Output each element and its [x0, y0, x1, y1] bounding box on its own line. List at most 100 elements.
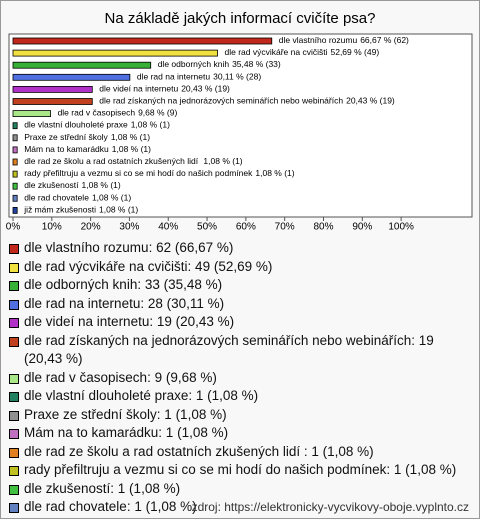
legend-label: dle videí na internetu: 19 (20,43 %) [24, 314, 235, 329]
bar-category: Mám na to kamarádku [24, 144, 109, 154]
legend-item: Mám na to kamarádku: 1 (1,08 %) [9, 424, 471, 443]
x-tick-label: 40% [158, 222, 178, 233]
x-tick-label: 30% [119, 222, 139, 233]
bar-value: 20,43 % (19) [181, 84, 230, 94]
bar [12, 37, 273, 45]
bar-value: 1,08 % (1) [92, 193, 131, 203]
source: zdroj: https://elektronicky-vycvikovy-ob… [191, 500, 469, 514]
bar-label: dle videí na internetu 20,43 % (19) [99, 84, 230, 94]
bar [12, 98, 93, 105]
x-tick-label: 100% [388, 222, 414, 233]
legend: dle vlastního rozumu: 62 (66,67 %) dle ra… [9, 239, 471, 519]
legend-swatch [9, 336, 19, 347]
bar-label: dle rad získaných na jednorázových semin… [99, 96, 395, 106]
bar-category: dle rad chovatele [24, 193, 89, 203]
bar-category: dle rad ze školu a rad ostatních zkušený… [24, 156, 200, 166]
bar-category: Praxe ze střední školy [24, 132, 108, 142]
bar-label: již mám zkušenosti 1,08 % (1) [23, 205, 138, 215]
bar-label: Mám na to kamarádku 1,08 % (1) [24, 144, 151, 154]
legend-swatch [9, 503, 19, 513]
bar-label: dle vlastní dlouholeté praxe 1,08 % (1) [24, 120, 170, 130]
bar-category: dle rad výcvikáře na cvičišti [225, 47, 328, 57]
bar-value: 1,08 % (1) [112, 144, 151, 154]
bar [12, 158, 18, 166]
bar-value: 35,48 % (33) [232, 59, 281, 69]
bar-value: 1,08 % (1) [111, 132, 150, 142]
legend-label: dle rad ze školu a rad ostatních zkušený… [24, 443, 374, 459]
legend-label: dle rad v časopisech: 9 (9,68 %) [24, 369, 217, 385]
bar [12, 49, 218, 57]
plot: Na základě jakých informací cvičíte psa?… [6, 10, 473, 233]
legend-label: dle odborných knih: 33 (35,48 %) [24, 277, 223, 292]
legend-swatch [9, 484, 19, 495]
legend-label: dle zkušeností: 1 (1,08 %) [24, 480, 181, 496]
legend-swatch [9, 447, 19, 458]
x-tick-label: 20% [81, 222, 101, 233]
legend-swatch [9, 410, 19, 421]
legend-item: již mám zkušenosti: 1 (1,08 %) [9, 517, 471, 519]
legend-item: dle rad ze školu a rad ostatních zkušený… [9, 443, 471, 462]
legend-swatch [9, 392, 19, 402]
legend-swatch [9, 318, 19, 328]
x-tick-label: 70% [275, 222, 295, 233]
bar-value: 20,43 % (19) [346, 96, 395, 106]
bar [12, 86, 93, 93]
legend-item: Praxe ze střední školy: 1 (1,08 %) [9, 406, 471, 425]
x-tick-label: 90% [352, 222, 372, 233]
bar-category: dle rad na internetu [137, 72, 211, 82]
legend-swatch [9, 281, 19, 291]
x-tick-label: 0% [6, 222, 21, 233]
legend-label: dle vlastní dlouholeté praxe: 1 (1,08 %) [24, 388, 259, 403]
legend-item: dle rad výcvikáře na cvičišti: 49 (52,69… [9, 258, 471, 277]
bar-value: 9,68 % (9) [138, 108, 177, 118]
bar-label: Praxe ze střední školy 1,08 % (1) [24, 132, 150, 142]
legend-item: dle rad chovatele: 1 (1,08 %) [9, 498, 471, 517]
legend-label: rady přefiltruju a vezmu si co se mi hod… [24, 462, 457, 477]
bar-category: dle rad v časopisech [58, 108, 136, 118]
bar [12, 194, 18, 202]
bar-category: dle vlastní dlouholeté praxe [24, 120, 128, 130]
bar-label: dle zkušeností 1,08 % (1) [24, 180, 121, 190]
bar [12, 61, 152, 69]
bar-value: 1,08 % (1) [255, 168, 294, 178]
bar [12, 182, 18, 190]
legend-item: dle videí na internetu: 19 (20,43 %) [9, 313, 471, 332]
legend-item: dle odborných knih: 33 (35,48 %) [9, 276, 471, 295]
bar-category: dle videí na internetu [99, 84, 178, 94]
bar-label: dle vlastního rozumu 66,67 % (62) [279, 35, 409, 45]
bar-value: 1,08 % (1) [131, 120, 170, 130]
bar-category: rady přefiltruju a vezmu si co se mi hod… [24, 168, 253, 178]
legend-label: dle rad na internetu: 28 (30,11 %) [24, 295, 225, 311]
bar-category: dle zkušeností [24, 180, 79, 190]
legend-label: již mám zkušenosti: 1 (1,08 %) [24, 517, 208, 519]
legend-swatch [9, 299, 19, 310]
legend-swatch [9, 373, 19, 384]
bar [12, 122, 18, 130]
bar-value: 1,08 % (1) [82, 180, 121, 190]
bar-label: dle rad výcvikáře na cvičišti 52,69 % (49… [225, 47, 380, 57]
legend-item: dle rad získaných na jednorázových semin… [9, 332, 471, 369]
bar [12, 73, 131, 81]
bar-value: 52,69 % (49) [330, 47, 379, 57]
x-tick-label: 60% [236, 222, 256, 233]
bar-label: dle rad ze školu a rad ostatních zkušený… [24, 156, 243, 166]
legend-item: rady přefiltruju a vezmu si co se mi hod… [9, 461, 471, 480]
bar-category: dle odborných knih [158, 59, 230, 69]
legend-label: dle vlastního rozumu: 62 (66,67 %) [24, 240, 234, 255]
bar-category: dle vlastního rozumu [279, 35, 358, 45]
legend-item: dle zkušeností: 1 (1,08 %) [9, 480, 471, 499]
bar [12, 110, 51, 117]
legend-label: dle rad výcvikáře na cvičišti: 49 (52,69… [24, 258, 273, 274]
bar [12, 170, 18, 178]
bar-category: dle rad získaných na jednorázových semin… [99, 96, 343, 106]
bar-category: již mám zkušenosti [23, 205, 96, 215]
x-tick-label: 50% [197, 222, 217, 233]
bar-value: 66,67 % (62) [360, 35, 409, 45]
bar [12, 146, 18, 154]
bar-label: rady přefiltruju a vezmu si co se mi hod… [24, 168, 295, 178]
legend-item: dle rad na internetu: 28 (30,11 %) [9, 295, 471, 314]
legend-item: dle vlastního rozumu: 62 (66,67 %) [9, 239, 471, 258]
legend-swatch [9, 466, 19, 476]
bar [12, 134, 18, 142]
bar-value: 30,11 % (28) [213, 72, 261, 82]
